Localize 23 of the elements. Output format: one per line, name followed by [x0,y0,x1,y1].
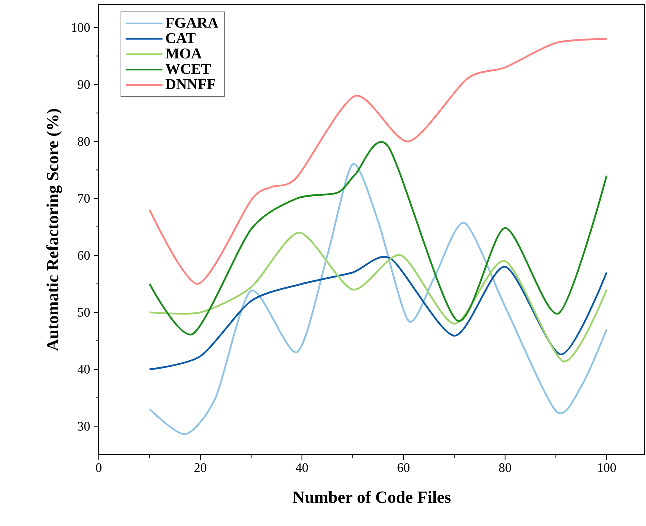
x-tick-label: 0 [96,464,102,472]
line-series [148,232,608,362]
x-tick-label: 20 [194,464,207,472]
x-tick-label: 40 [296,464,308,472]
y-tick-label: 50 [78,308,90,317]
y-tick-label: 90 [78,80,90,90]
legend-label: FGARA [166,18,219,28]
y-tick-label: 60 [78,251,90,260]
x-axis-title: Number of Code Files [293,491,451,504]
legend-label: DNNFF [166,80,216,90]
x-tick-label: 80 [499,464,512,472]
legend-label: MOA [166,48,202,59]
y-tick-label: 80 [78,137,90,146]
y-tick-label: 30 [78,422,90,431]
y-tick-label: 70 [78,194,90,204]
y-tick-label: 100 [72,23,90,32]
x-tick-label: 100 [598,464,616,472]
y-axis-title: Automatic Refactoring Score (%) [46,109,62,352]
line-series [148,164,608,436]
x-tick-label: 60 [398,464,410,472]
legend-label: WCET [166,64,211,74]
legend-label: CAT [166,33,196,44]
y-tick-label: 40 [78,365,90,374]
